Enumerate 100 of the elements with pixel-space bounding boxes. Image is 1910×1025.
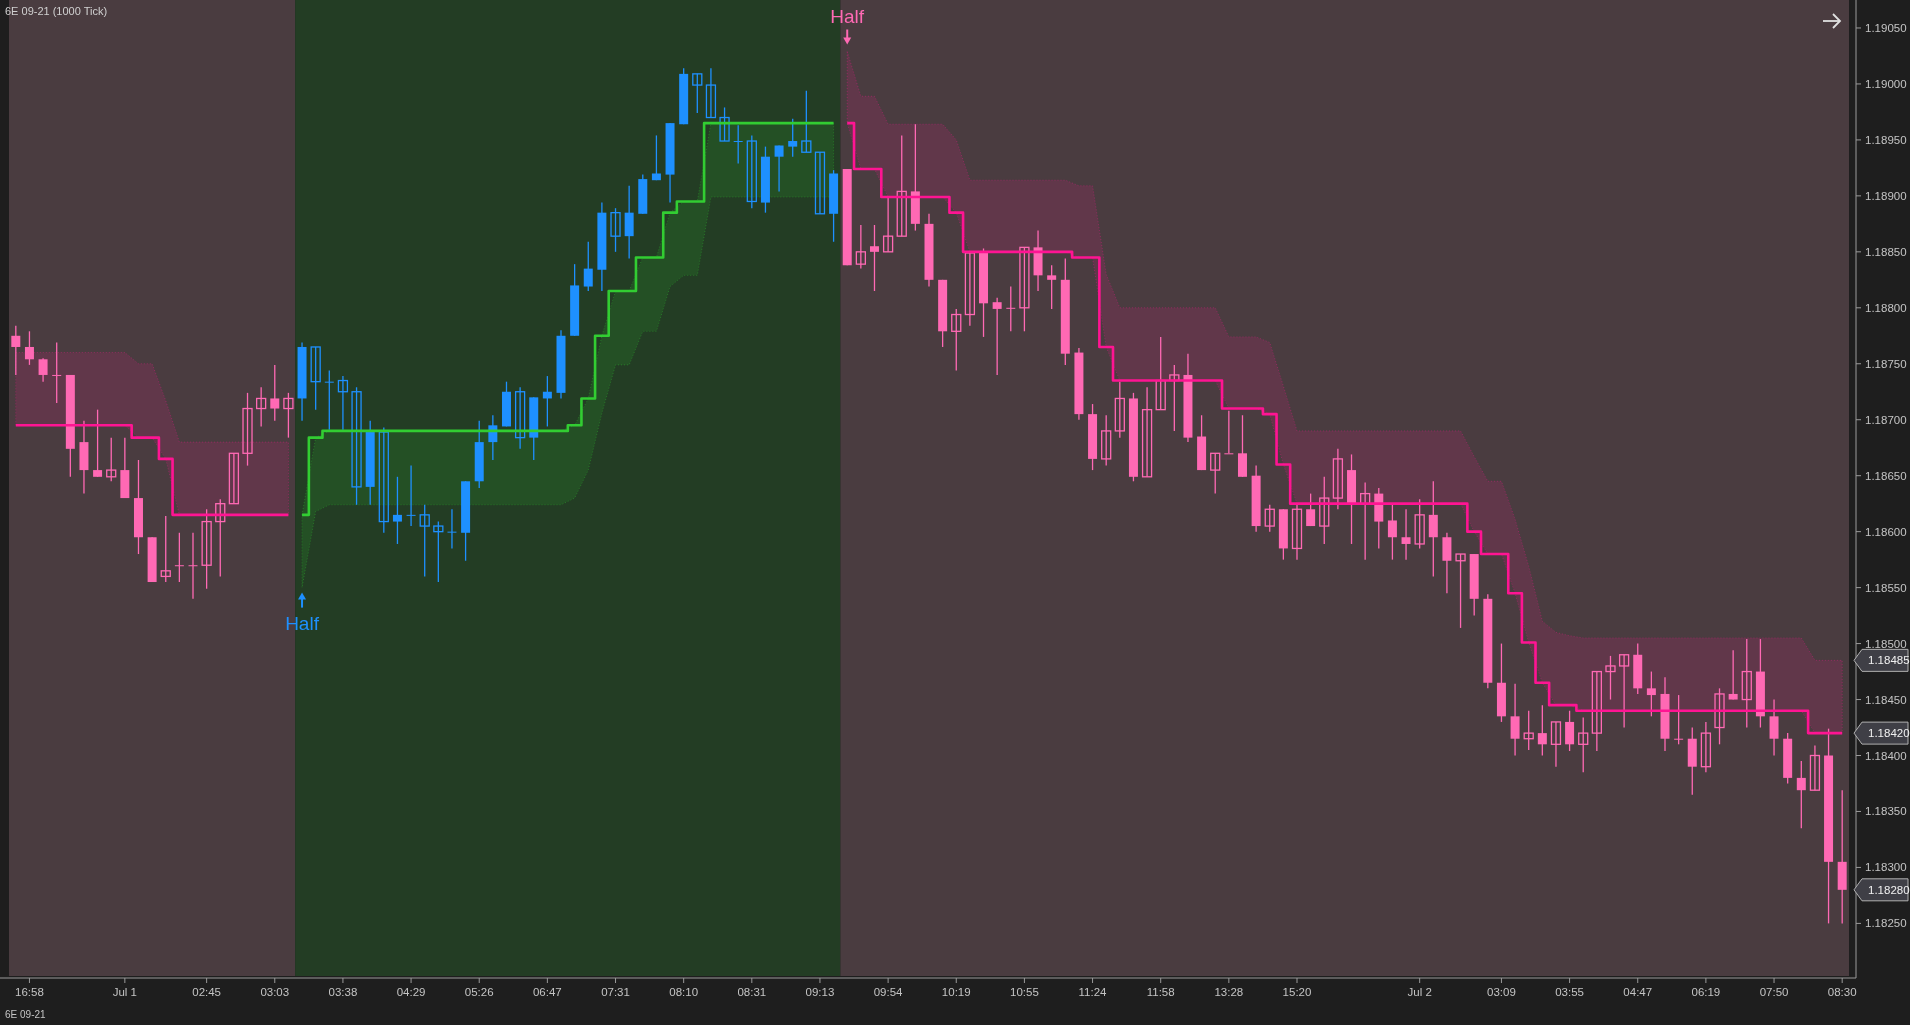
- x-tick-label: 04:47: [1623, 986, 1653, 998]
- text: 1.18485: [1868, 654, 1910, 667]
- candlestick: [514, 386, 526, 450]
- candlestick: [106, 436, 117, 482]
- candlestick: [951, 308, 962, 372]
- candlestick: [419, 504, 430, 578]
- x-tick-label: 08:30: [1827, 986, 1857, 998]
- candlestick: [215, 498, 226, 578]
- y-tick-label: 1.18350: [1865, 805, 1907, 818]
- y-tick-label: 1.18250: [1865, 917, 1907, 930]
- candlestick: [1455, 553, 1466, 629]
- candlestick: [1387, 504, 1397, 561]
- candlestick: [1700, 721, 1712, 773]
- x-tick-label: 11:58: [1146, 986, 1175, 998]
- y-tick-label: 1.19000: [1865, 77, 1907, 90]
- candlestick: [692, 73, 703, 114]
- y-tick-label: 1.18300: [1865, 861, 1907, 874]
- x-tick-label: 10:19: [941, 986, 971, 998]
- x-tick-label: 05:26: [464, 986, 494, 998]
- candlestick: [788, 117, 798, 158]
- text: 1.18420: [1868, 727, 1910, 740]
- x-tick-label: 08:10: [669, 986, 699, 998]
- candlestick: [351, 386, 362, 506]
- text: 1.18280: [1868, 883, 1910, 896]
- candlestick: [38, 357, 48, 383]
- candlestick: [814, 151, 826, 215]
- y-tick-label: 1.19050: [1865, 21, 1907, 34]
- candlestick: [160, 515, 171, 583]
- y-tick-label: 1.18500: [1865, 637, 1907, 650]
- candlestick: [1796, 760, 1806, 829]
- candlestick: [1714, 687, 1725, 745]
- candlestick: [228, 452, 240, 505]
- candlestick: [964, 252, 976, 327]
- candlestick: [1605, 655, 1616, 701]
- candlestick: [1019, 246, 1030, 332]
- candlestick: [1769, 698, 1779, 757]
- candlestick: [1114, 381, 1125, 439]
- y-tick-label: 1.18600: [1865, 525, 1907, 538]
- candlestick: [1809, 744, 1821, 791]
- candlestick: [378, 426, 389, 534]
- y-tick-label: 1.18400: [1865, 749, 1907, 762]
- candlestick: [1401, 508, 1411, 561]
- text: 6E 09-21: [5, 1009, 47, 1020]
- candlestick: [283, 392, 294, 439]
- x-tick-label: 03:09: [1487, 986, 1516, 998]
- candlestick: [1414, 498, 1425, 550]
- y-tick-label: 1.18800: [1865, 301, 1907, 314]
- candlestick: [992, 297, 1002, 376]
- text: 6E 09-21 (1000 Tick): [5, 5, 108, 17]
- candlestick: [337, 375, 349, 431]
- x-tick-label: 02:45: [192, 986, 222, 998]
- candlestick: [1591, 670, 1602, 752]
- candlestick: [583, 241, 593, 292]
- candlestick: [1155, 336, 1166, 411]
- candlestick: [624, 185, 634, 260]
- candlestick: [1428, 480, 1438, 578]
- annotation: Half: [285, 612, 320, 634]
- candlestick: [1537, 704, 1547, 757]
- candlestick: [1319, 476, 1330, 545]
- candlestick: [1006, 285, 1016, 332]
- x-tick-label: 11:24: [1078, 986, 1108, 998]
- candlestick: [1618, 654, 1630, 729]
- x-tick-label: 07:50: [1759, 986, 1789, 998]
- candlestick: [1674, 694, 1684, 745]
- candlestick: [651, 134, 661, 181]
- candlestick: [1360, 481, 1371, 561]
- candlestick: [869, 224, 879, 292]
- candlestick: [719, 106, 730, 142]
- x-tick-label: 06:19: [1691, 986, 1721, 998]
- x-tick-label: 03:03: [260, 986, 290, 998]
- x-tick-label: 10:55: [1010, 986, 1039, 998]
- candlestick: [255, 386, 267, 428]
- candlestick: [1510, 683, 1520, 757]
- candlestick: [406, 464, 416, 527]
- candlestick: [242, 392, 253, 467]
- candlestick: [24, 330, 34, 366]
- candlestick: [1210, 452, 1221, 495]
- x-tick-label: 04:29: [396, 986, 426, 998]
- candlestick: [1264, 504, 1275, 533]
- candlestick: [855, 224, 866, 270]
- x-tick-label: 16:58: [15, 986, 44, 998]
- candlestick: [610, 207, 621, 253]
- x-tick-label: 07:31: [601, 986, 630, 998]
- candlestick: [1224, 410, 1234, 455]
- candlestick: [1578, 716, 1589, 773]
- candlestick: [270, 364, 280, 422]
- candlestick: [174, 532, 184, 583]
- candlestick: [1332, 448, 1344, 510]
- x-tick-label: 06:47: [532, 986, 562, 998]
- x-tick-label: 15:20: [1282, 986, 1312, 998]
- candlestick: [392, 476, 402, 545]
- candlestick: [11, 325, 21, 376]
- annotation: Half: [830, 6, 865, 28]
- candlestick: [1646, 670, 1656, 717]
- y-tick-label: 1.18850: [1865, 245, 1907, 258]
- candlestick: [746, 134, 757, 209]
- x-tick-label: 08:31: [737, 986, 767, 998]
- candlestick: [1565, 710, 1575, 752]
- x-tick-label: 09:13: [805, 986, 835, 998]
- candlestick: [93, 409, 103, 478]
